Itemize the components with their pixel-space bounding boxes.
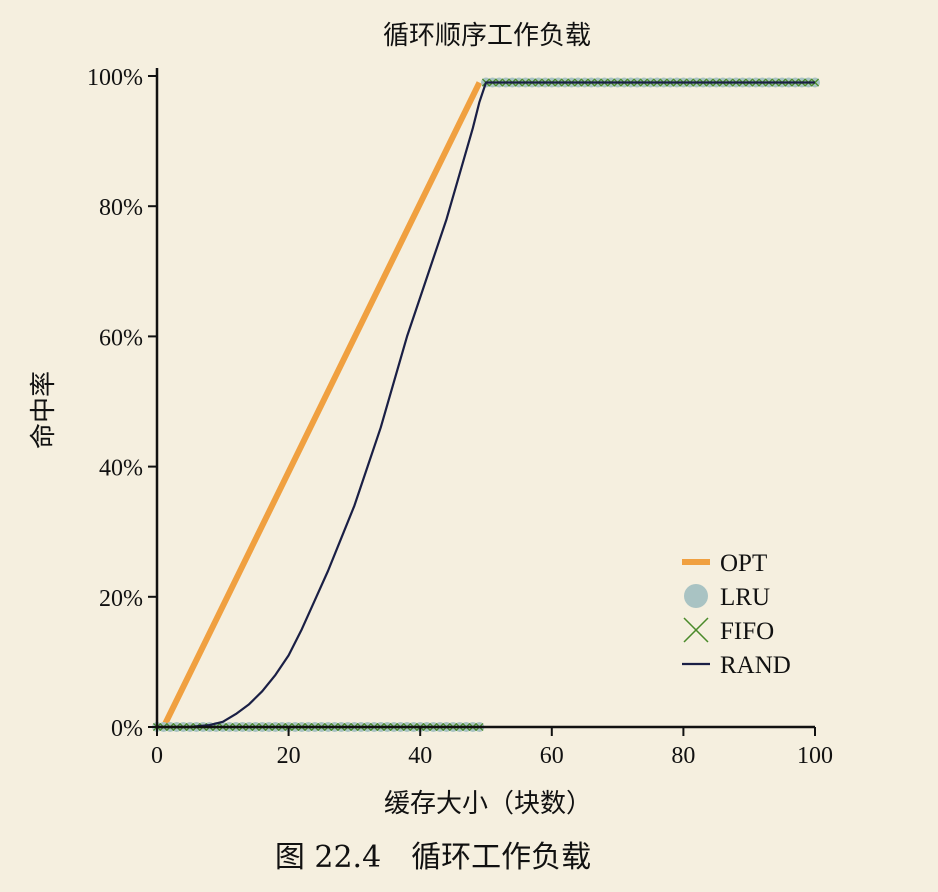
y-tick-label: 80% <box>99 195 143 221</box>
x-axis-label: 缓存大小（块数） <box>384 789 592 818</box>
y-tick-label: 0% <box>111 716 143 742</box>
x-tick-label: 40 <box>408 743 432 769</box>
legend-label: FIFO <box>720 618 774 645</box>
opt-series-line <box>160 81 483 729</box>
y-tick-label: 100% <box>87 65 143 91</box>
y-axis-label: 命中率 <box>29 371 58 449</box>
x-tick-label: 20 <box>277 743 301 769</box>
y-tick-label: 60% <box>99 325 143 351</box>
legend-label: LRU <box>720 584 770 611</box>
axis-ticks: 0 20 40 60 80 100 0% 20% 40% 60% 80% 100% <box>87 65 833 769</box>
figure-caption: 图 22.4 循环工作负载 <box>274 840 592 875</box>
legend-label: OPT <box>720 550 767 577</box>
fifo-series <box>152 78 820 732</box>
x-tick-label: 80 <box>671 743 695 769</box>
x-tick-label: 60 <box>540 743 564 769</box>
legend-marker-fifo <box>683 617 709 643</box>
y-tick-label: 20% <box>99 586 143 612</box>
y-tick-label: 40% <box>99 456 143 482</box>
chart-title: 循环顺序工作负载 <box>383 21 591 50</box>
rand-series-line <box>157 81 815 729</box>
x-tick-label: 100 <box>797 743 833 769</box>
legend: OPT LRU FIFO RAND <box>682 550 791 679</box>
x-tick-label: 0 <box>151 743 163 769</box>
legend-marker-lru <box>684 584 708 608</box>
legend-label: RAND <box>720 652 791 679</box>
